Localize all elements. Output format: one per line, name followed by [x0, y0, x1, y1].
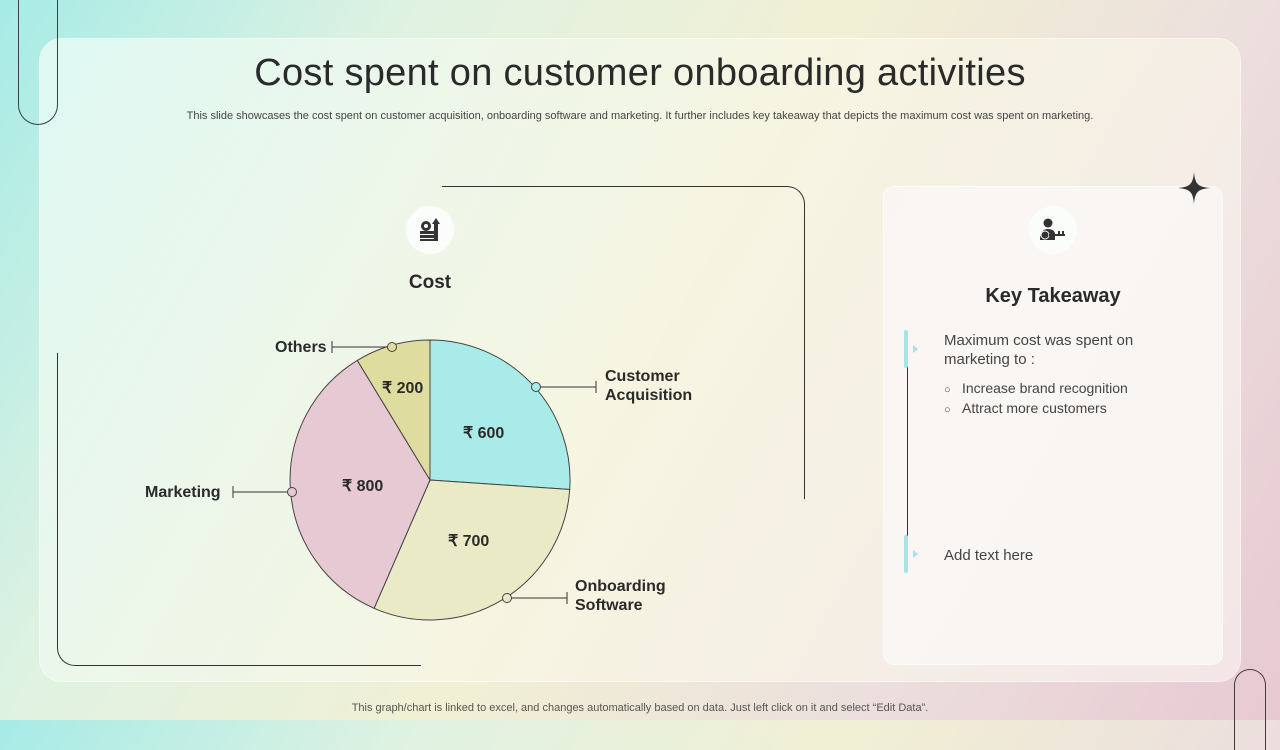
label-onboarding-software: Onboarding Software [575, 578, 666, 614]
value-onboarding-software: ₹ 700 [448, 533, 490, 550]
takeaway-bullets: ○ Increase brand recognition ○ Attract mor… [944, 379, 1128, 419]
takeaway-point-2[interactable]: Add text here [944, 547, 1034, 564]
marker-marketing [287, 487, 297, 497]
value-others: ₹ 200 [382, 380, 424, 397]
label-customer-acquisition: Customer Acquisition [605, 368, 693, 404]
label-marketing: Marketing [145, 484, 221, 501]
decorative-pill-top-left [18, 0, 58, 125]
timeline-marker-2 [904, 535, 908, 573]
bullet-item: ○ Increase brand recognition [944, 379, 1128, 399]
timeline-arrow-2-icon [913, 550, 918, 558]
sparkle-star-icon [1178, 172, 1210, 204]
chart-frame-bottom-left [57, 353, 421, 666]
decorative-pill-bottom-right [1234, 669, 1266, 750]
pie-chart[interactable] [0, 0, 1280, 720]
timeline-arrow-1-icon [913, 345, 918, 353]
value-customer-acquisition: ₹ 600 [463, 425, 505, 442]
timeline-marker-1 [904, 330, 908, 368]
timeline-line [907, 340, 908, 562]
person-key-icon [1029, 206, 1077, 254]
marker-onboarding-software [502, 593, 512, 603]
takeaway-point-1: Maximum cost was spent on marketing to : [944, 332, 1134, 368]
value-marketing: ₹ 800 [342, 478, 384, 495]
bullet-item: ○ Attract more customers [944, 399, 1128, 419]
money-growth-gear-icon [406, 206, 454, 254]
label-others: Others [275, 339, 327, 356]
bullet-circle-icon: ○ [944, 384, 951, 396]
marker-customer-acquisition [531, 382, 541, 392]
key-takeaway-title: Key Takeaway [985, 285, 1121, 307]
chart-title: Cost [408, 272, 452, 293]
key-takeaway-card [884, 187, 1222, 664]
bullet-circle-icon: ○ [944, 404, 951, 416]
leader-lines [232, 341, 597, 604]
footer-note: This graph/chart is linked to excel, and… [351, 702, 929, 714]
page-subtitle: This slide showcases the cost spent on c… [186, 110, 1094, 122]
chart-frame-top-right [442, 186, 805, 499]
marker-others [387, 342, 397, 352]
pie-slice-customer-acquisition[interactable] [429, 339, 571, 491]
page-title: Cost spent on customer onboarding activi… [254, 52, 1026, 94]
